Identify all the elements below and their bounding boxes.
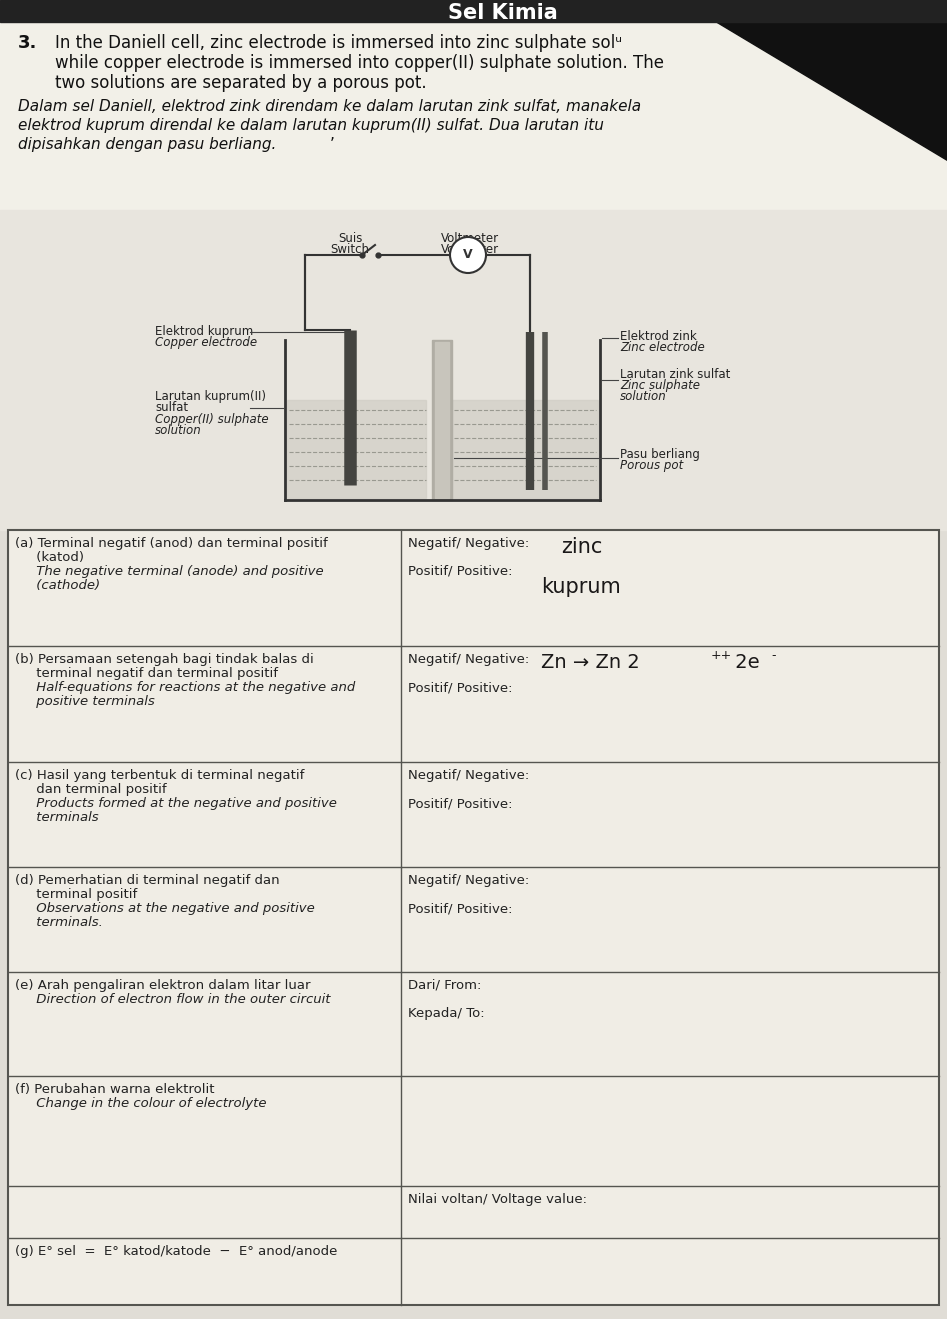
Text: (cathode): (cathode) <box>15 579 100 592</box>
Text: Larutan kuprum(II): Larutan kuprum(II) <box>155 390 266 404</box>
Bar <box>287 400 426 499</box>
Text: Change in the colour of electrolyte: Change in the colour of electrolyte <box>15 1097 266 1111</box>
Text: (a) Terminal negatif (anod) dan terminal positif: (a) Terminal negatif (anod) dan terminal… <box>15 537 328 550</box>
Text: Elektrod zink: Elektrod zink <box>620 330 697 343</box>
Text: Zinc electrode: Zinc electrode <box>620 342 705 353</box>
Text: solution: solution <box>620 390 667 404</box>
Bar <box>0 210 947 530</box>
Text: elektrod kuprum direndal ke dalam larutan kuprum(II) sulfat. Dua larutan itu: elektrod kuprum direndal ke dalam laruta… <box>18 117 604 133</box>
Text: Voltmeter: Voltmeter <box>441 243 499 256</box>
Text: (c) Hasil yang terbentuk di terminal negatif: (c) Hasil yang terbentuk di terminal neg… <box>15 769 304 782</box>
Text: terminals: terminals <box>15 811 98 824</box>
Text: ’: ’ <box>330 137 335 152</box>
Text: dan terminal positif: dan terminal positif <box>15 783 167 797</box>
Bar <box>8 530 939 1304</box>
Text: Positif/ Positive:: Positif/ Positive: <box>408 797 512 810</box>
Text: solution: solution <box>155 423 202 437</box>
Bar <box>435 342 449 499</box>
Text: Porous pot: Porous pot <box>620 459 683 472</box>
Text: Suis: Suis <box>338 232 362 245</box>
Bar <box>0 0 947 22</box>
Text: terminal negatif dan terminal positif: terminal negatif dan terminal positif <box>15 667 278 681</box>
Text: Positif/ Positive:: Positif/ Positive: <box>408 565 512 578</box>
Text: (e) Arah pengaliran elektron dalam litar luar: (e) Arah pengaliran elektron dalam litar… <box>15 979 311 992</box>
Text: Sel Kimia: Sel Kimia <box>448 3 558 22</box>
Text: two solutions are separated by a porous pot.: two solutions are separated by a porous … <box>55 74 427 92</box>
Text: Dalam sel Daniell, elektrod zink direndam ke dalam larutan zink sulfat, manakela: Dalam sel Daniell, elektrod zink direnda… <box>18 99 641 113</box>
Bar <box>452 400 598 499</box>
Text: Negatif/ Negative:: Negatif/ Negative: <box>408 653 529 666</box>
Text: (katod): (katod) <box>15 551 84 565</box>
Text: Observations at the negative and positive: Observations at the negative and positiv… <box>15 902 314 915</box>
Text: sulfat: sulfat <box>155 401 188 414</box>
Text: In the Daniell cell, zinc electrode is immersed into zinc sulphate solᵘ: In the Daniell cell, zinc electrode is i… <box>55 34 622 51</box>
Text: Switch: Switch <box>331 243 369 256</box>
Text: 3.: 3. <box>18 34 37 51</box>
Text: Negatif/ Negative:: Negatif/ Negative: <box>408 874 529 888</box>
Text: (f) Perubahan warna elektrolit: (f) Perubahan warna elektrolit <box>15 1083 215 1096</box>
Text: Zn → Zn 2: Zn → Zn 2 <box>541 653 639 673</box>
Text: (g) E° sel  =  E° katod/katode  −  E° anod/anode: (g) E° sel = E° katod/katode − E° anod/a… <box>15 1245 337 1258</box>
Text: Positif/ Positive:: Positif/ Positive: <box>408 902 512 915</box>
Text: Elektrod kuprum: Elektrod kuprum <box>155 324 253 338</box>
Text: The negative terminal (anode) and positive: The negative terminal (anode) and positi… <box>15 565 324 578</box>
Text: Larutan zink sulfat: Larutan zink sulfat <box>620 368 730 381</box>
Text: (b) Persamaan setengah bagi tindak balas di: (b) Persamaan setengah bagi tindak balas… <box>15 653 313 666</box>
Text: Copper(II) sulphate: Copper(II) sulphate <box>155 413 269 426</box>
Circle shape <box>450 237 486 273</box>
Text: Negatif/ Negative:: Negatif/ Negative: <box>408 537 529 550</box>
Text: (d) Pemerhatian di terminal negatif dan: (d) Pemerhatian di terminal negatif dan <box>15 874 279 888</box>
Text: -: - <box>771 649 776 662</box>
Text: Voltmeter: Voltmeter <box>441 232 499 245</box>
Text: kuprum: kuprum <box>541 576 620 598</box>
Text: Products formed at the negative and positive: Products formed at the negative and posi… <box>15 797 337 810</box>
Text: Dari/ From:: Dari/ From: <box>408 979 481 992</box>
Bar <box>432 340 452 500</box>
Text: Positif/ Positive:: Positif/ Positive: <box>408 681 512 694</box>
Text: ++: ++ <box>711 649 732 662</box>
Bar <box>8 530 939 1304</box>
Text: Direction of electron flow in the outer circuit: Direction of electron flow in the outer … <box>15 993 331 1006</box>
Bar <box>0 22 947 210</box>
Polygon shape <box>680 0 947 160</box>
Text: Zinc sulphate: Zinc sulphate <box>620 379 700 392</box>
Text: zinc: zinc <box>561 537 602 557</box>
Text: Negatif/ Negative:: Negatif/ Negative: <box>408 769 529 782</box>
Text: Nilai voltan/ Voltage value:: Nilai voltan/ Voltage value: <box>408 1192 587 1206</box>
Text: terminal positif: terminal positif <box>15 888 137 901</box>
Text: Kepada/ To:: Kepada/ To: <box>408 1006 485 1020</box>
Text: Pasu berliang: Pasu berliang <box>620 448 700 462</box>
Text: Copper electrode: Copper electrode <box>155 336 258 350</box>
Text: 2e: 2e <box>729 653 759 673</box>
Text: while copper electrode is immersed into copper(II) sulphate solution. The: while copper electrode is immersed into … <box>55 54 664 73</box>
Text: V: V <box>463 248 473 260</box>
Text: dipisahkan dengan pasu berliang.: dipisahkan dengan pasu berliang. <box>18 137 277 152</box>
Text: terminals.: terminals. <box>15 915 103 929</box>
Text: Half-equations for reactions at the negative and: Half-equations for reactions at the nega… <box>15 681 355 694</box>
Text: positive terminals: positive terminals <box>15 695 154 708</box>
